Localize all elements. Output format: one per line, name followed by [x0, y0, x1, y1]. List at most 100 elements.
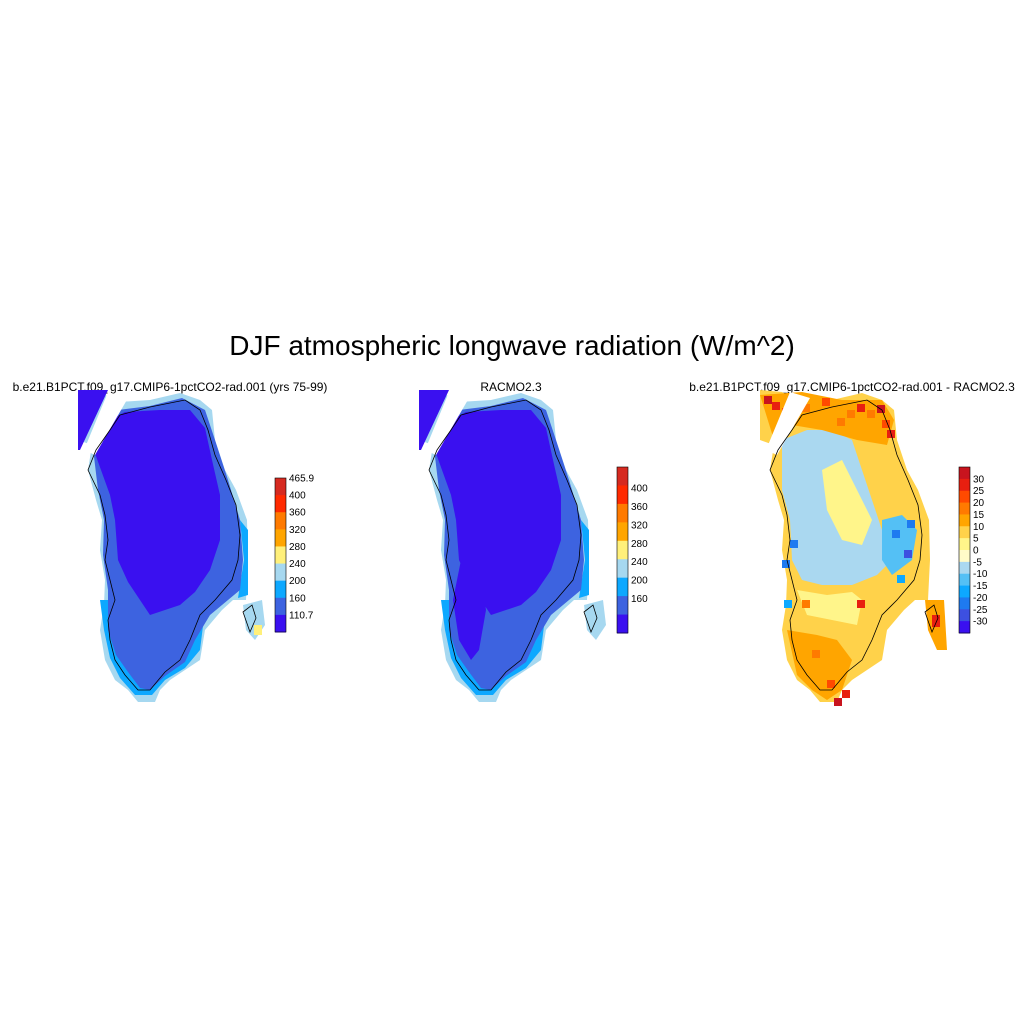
colorbar-swatch — [959, 538, 970, 551]
colorbar-swatch — [617, 540, 628, 560]
colorbar-label: 20 — [973, 498, 985, 509]
colorbar-swatch — [275, 512, 286, 530]
colorbar-label: 240 — [631, 557, 648, 568]
colorbar-label: 30 — [973, 474, 985, 485]
island-coastline — [242, 604, 257, 634]
colorbar-swatch — [617, 485, 628, 505]
diff-hot-cell — [882, 420, 890, 428]
diff-fill-orange-south — [787, 630, 852, 700]
colorbar-swatch — [617, 577, 628, 597]
greenland-map — [78, 390, 265, 702]
diff-hot-cell — [857, 404, 865, 412]
colorbar-label: 400 — [631, 483, 648, 494]
colorbar-label: 280 — [289, 542, 306, 553]
map-fill-deep — [92, 410, 220, 615]
map-fill-deep-south — [453, 560, 486, 660]
colorbar-swatch — [617, 522, 628, 542]
colorbar: 400 360 320 280 240 200 160 — [616, 466, 648, 634]
colorbar-swatch — [959, 467, 970, 480]
coastline — [428, 399, 582, 691]
colorbar-label: 110.7 — [289, 610, 314, 621]
colorbar-swatch — [275, 597, 286, 616]
strait-gap — [766, 392, 810, 455]
diff-hot-cell — [842, 690, 850, 698]
diff-cold-cell — [892, 530, 900, 538]
colorbar-swatch — [959, 609, 970, 622]
colorbar-label: 320 — [631, 520, 648, 531]
colorbar-swatch — [959, 502, 970, 515]
diff-hot-cell — [857, 600, 865, 608]
diff-cold-cell — [782, 560, 790, 568]
colorbar-swatch — [959, 526, 970, 539]
diff-hot-cell — [827, 680, 835, 688]
colorbar-label: 400 — [289, 491, 306, 502]
colorbar-swatch — [959, 514, 970, 527]
colorbar-swatch — [959, 573, 970, 587]
diff-fill-yellow-south — [797, 590, 862, 625]
panel-title-difference: b.e21.B1PCT.f09_g17.CMIP6-1pctCO2-rad.00… — [689, 380, 1015, 394]
colorbar-label: 0 — [973, 546, 979, 557]
colorbar-swatch — [275, 546, 286, 565]
diff-cold-cell — [790, 540, 798, 548]
colorbar-label: -20 — [973, 593, 988, 604]
island-coastline — [583, 604, 598, 634]
colorbar-label: 10 — [973, 522, 985, 533]
colorbar-label: 160 — [289, 593, 306, 604]
diff-hot-cell — [764, 396, 772, 404]
map-fill-island — [584, 600, 606, 640]
diff-hot-cell — [834, 698, 842, 706]
colorbar-swatch — [617, 596, 628, 616]
colorbar-swatch — [617, 614, 628, 634]
colorbar-label: 5 — [973, 534, 979, 545]
colorbar-swatch — [959, 478, 970, 492]
diff-cold-cell — [907, 520, 915, 528]
colorbar-swatch — [617, 467, 628, 486]
diff-cold-cell — [897, 575, 905, 583]
colorbar-label: 465.9 — [289, 474, 314, 485]
colorbar-label: 200 — [631, 576, 648, 587]
diff-hot-cell — [822, 398, 830, 406]
colorbar-frame — [616, 466, 629, 634]
strait-gap — [425, 392, 469, 455]
colorbar-label: 360 — [631, 502, 648, 513]
colorbar-swatch — [959, 550, 970, 563]
colorbar-swatch — [959, 561, 970, 575]
colorbar: 465.9 400 360 320 280 240 200 160 110.7 — [274, 474, 314, 633]
panel-title-racmo: RACMO2.3 — [480, 380, 542, 394]
diff-fill-blue-east — [882, 515, 917, 575]
colorbar-swatch — [275, 478, 286, 496]
colorbar-label: -30 — [973, 617, 988, 628]
colorbar-label: 200 — [289, 576, 306, 587]
diff-hot-cell — [812, 650, 820, 658]
colorbar-swatch — [959, 621, 970, 634]
diff-hot-cell — [802, 600, 810, 608]
map-fill-coast-east — [238, 520, 248, 598]
coastline — [87, 399, 241, 691]
colorbar-label: -25 — [973, 605, 988, 616]
diff-fill-yellow-interior — [822, 460, 872, 545]
island-coastline — [924, 604, 939, 634]
colorbar-label: 160 — [631, 594, 648, 605]
colorbar-label: -15 — [973, 581, 988, 592]
colorbar-swatch — [275, 614, 286, 633]
diff-hot-cell — [772, 402, 780, 410]
colorbar-label: 240 — [289, 559, 306, 570]
diff-hot-cell — [802, 404, 810, 412]
colorbar-swatch — [959, 490, 970, 504]
colorbar-frame — [274, 477, 287, 633]
colorbar-label: 280 — [631, 539, 648, 550]
diff-hot-cell — [837, 418, 845, 426]
coastline — [769, 399, 923, 691]
colorbar-swatch — [275, 529, 286, 547]
colorbar-frame — [958, 466, 971, 634]
colorbar-label: 360 — [289, 508, 306, 519]
map-fill-corner — [78, 390, 108, 450]
colorbar-swatch — [959, 585, 970, 598]
colorbar-swatch — [275, 580, 286, 599]
greenland-map — [760, 390, 947, 706]
diff-cold-cell — [784, 600, 792, 608]
map-fill-corner — [419, 390, 449, 450]
colorbar-label: 320 — [289, 525, 306, 536]
